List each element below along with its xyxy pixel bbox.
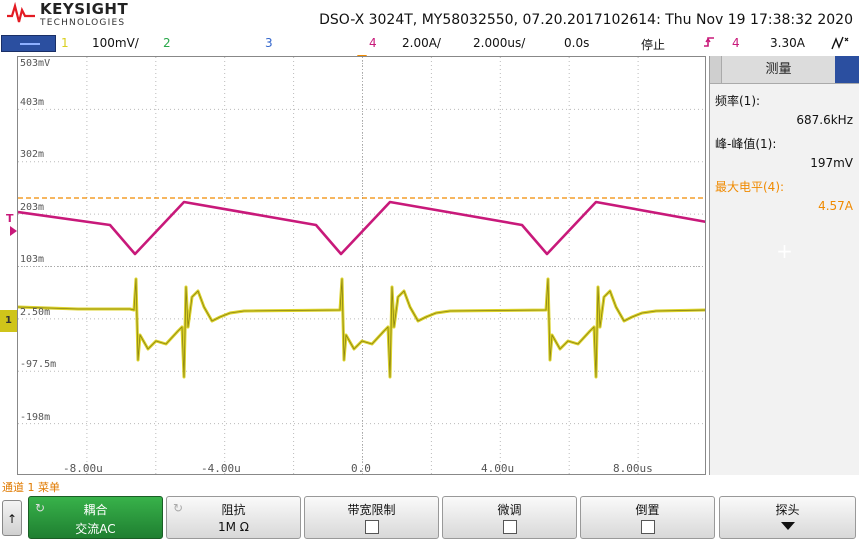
- ch4-scale[interactable]: 2.00A/: [402, 36, 441, 50]
- softkey-label: 倒置: [635, 503, 660, 517]
- rising-edge-icon: [703, 36, 715, 51]
- impedance-softkey[interactable]: ↻ 阻抗 1M Ω: [166, 496, 301, 539]
- measurement-panel: 测量 频率(1): 687.6kHz 峰-峰值(1): 197mV 最大电平(4…: [709, 56, 859, 475]
- y-label: -198m: [20, 412, 51, 423]
- measurement-label: 频率(1):: [715, 94, 761, 108]
- trigger-channel[interactable]: 4: [732, 36, 740, 50]
- softkey-bar: ↻ 耦合 交流AC ↻ 阻抗 1M Ω 带宽限制 微调 倒置 探头: [0, 496, 859, 539]
- timebase[interactable]: 2.000us/: [473, 36, 526, 50]
- softkey-label: 阻抗: [221, 503, 246, 517]
- submenu-arrow-icon: [780, 522, 795, 530]
- panel-tab-icon[interactable]: [710, 56, 722, 83]
- measurement-value: 197mV: [810, 156, 853, 170]
- y-label: 103m: [20, 254, 45, 265]
- x-label: -8.00u: [63, 462, 103, 475]
- probe-softkey[interactable]: 探头: [719, 496, 856, 539]
- instrument-info: DSO-X 3024T, MY58032550, 07.20.201710261…: [319, 12, 853, 28]
- add-measurement-icon[interactable]: +: [776, 239, 793, 263]
- ch4-ground-marker[interactable]: [10, 226, 17, 236]
- y-label: 302m: [20, 149, 45, 160]
- cycle-icon: ↻: [35, 501, 46, 515]
- menu-help-text: 通道 1 菜单: [2, 481, 60, 494]
- ch3-number[interactable]: 3: [265, 36, 273, 50]
- checkbox-icon: [364, 520, 379, 534]
- ch1-scale[interactable]: 100mV/: [92, 36, 139, 50]
- trigger-level[interactable]: 3.30A: [770, 36, 805, 50]
- measurement-label: 峰-峰值(1):: [715, 137, 777, 151]
- keysight-wave-icon: [7, 2, 35, 23]
- channel-status-bar: 1 100mV/ 2 3 4 2.00A/ 2.000us/ 0.0s 停止 4…: [0, 33, 859, 53]
- ch1-waveform-core: [18, 278, 705, 378]
- waveform-svg: [18, 57, 705, 474]
- cycle-icon: ↻: [173, 501, 184, 515]
- invert-softkey[interactable]: 倒置: [580, 496, 715, 539]
- acquisition-icon: [830, 35, 850, 54]
- bw-limit-softkey[interactable]: 带宽限制: [304, 496, 439, 539]
- ch4-number[interactable]: 4: [369, 36, 377, 50]
- y-label: 403m: [20, 97, 45, 108]
- checkbox-icon: [640, 520, 655, 534]
- checkbox-icon: [502, 520, 517, 534]
- keysight-logo: KEYSIGHT TECHNOLOGIES: [6, 2, 128, 28]
- menu-up-button[interactable]: ↑: [2, 500, 22, 536]
- waveform-display[interactable]: 503mV 403m 302m 203m 103m 2.50m -97.5m -…: [17, 56, 706, 475]
- softkey-value: 交流AC: [75, 522, 116, 536]
- coupling-softkey[interactable]: ↻ 耦合 交流AC: [28, 496, 163, 539]
- measurement-label: 最大电平(4):: [715, 180, 785, 194]
- measurement-value: 4.57A: [818, 199, 853, 213]
- softkey-label: 带宽限制: [347, 503, 396, 517]
- ch4-trigger-marker[interactable]: T: [6, 212, 14, 225]
- softkey-label: 微调: [497, 503, 522, 517]
- y-label: 203m: [20, 202, 45, 213]
- ch4-waveform: [18, 200, 705, 256]
- y-label: 2.50m: [20, 307, 51, 318]
- x-label: 0.0: [351, 462, 371, 475]
- softkey-label: 探头: [775, 503, 800, 517]
- measurement-value: 687.6kHz: [796, 113, 853, 127]
- x-label: 8.00us: [613, 462, 653, 475]
- softkey-label: 耦合: [83, 503, 108, 517]
- softkey-value: 1M Ω: [218, 520, 249, 534]
- y-label: -97.5m: [20, 359, 57, 370]
- measurement-title: 测量: [765, 62, 792, 77]
- ch2-number[interactable]: 2: [163, 36, 171, 50]
- panel-close-icon[interactable]: [835, 56, 859, 83]
- brand-subtitle: TECHNOLOGIES: [40, 18, 126, 28]
- ch1-number[interactable]: 1: [61, 36, 69, 50]
- ch1-selector[interactable]: [1, 35, 56, 52]
- fine-softkey[interactable]: 微调: [442, 496, 577, 539]
- brand-name: KEYSIGHT: [40, 0, 129, 18]
- ch1-ground-marker[interactable]: 1: [0, 310, 17, 332]
- x-label: -4.00u: [201, 462, 241, 475]
- time-delay[interactable]: 0.0s: [564, 36, 590, 50]
- x-label: 4.00u: [481, 462, 515, 475]
- y-label: 503mV: [20, 58, 51, 69]
- run-state[interactable]: 停止: [641, 38, 666, 52]
